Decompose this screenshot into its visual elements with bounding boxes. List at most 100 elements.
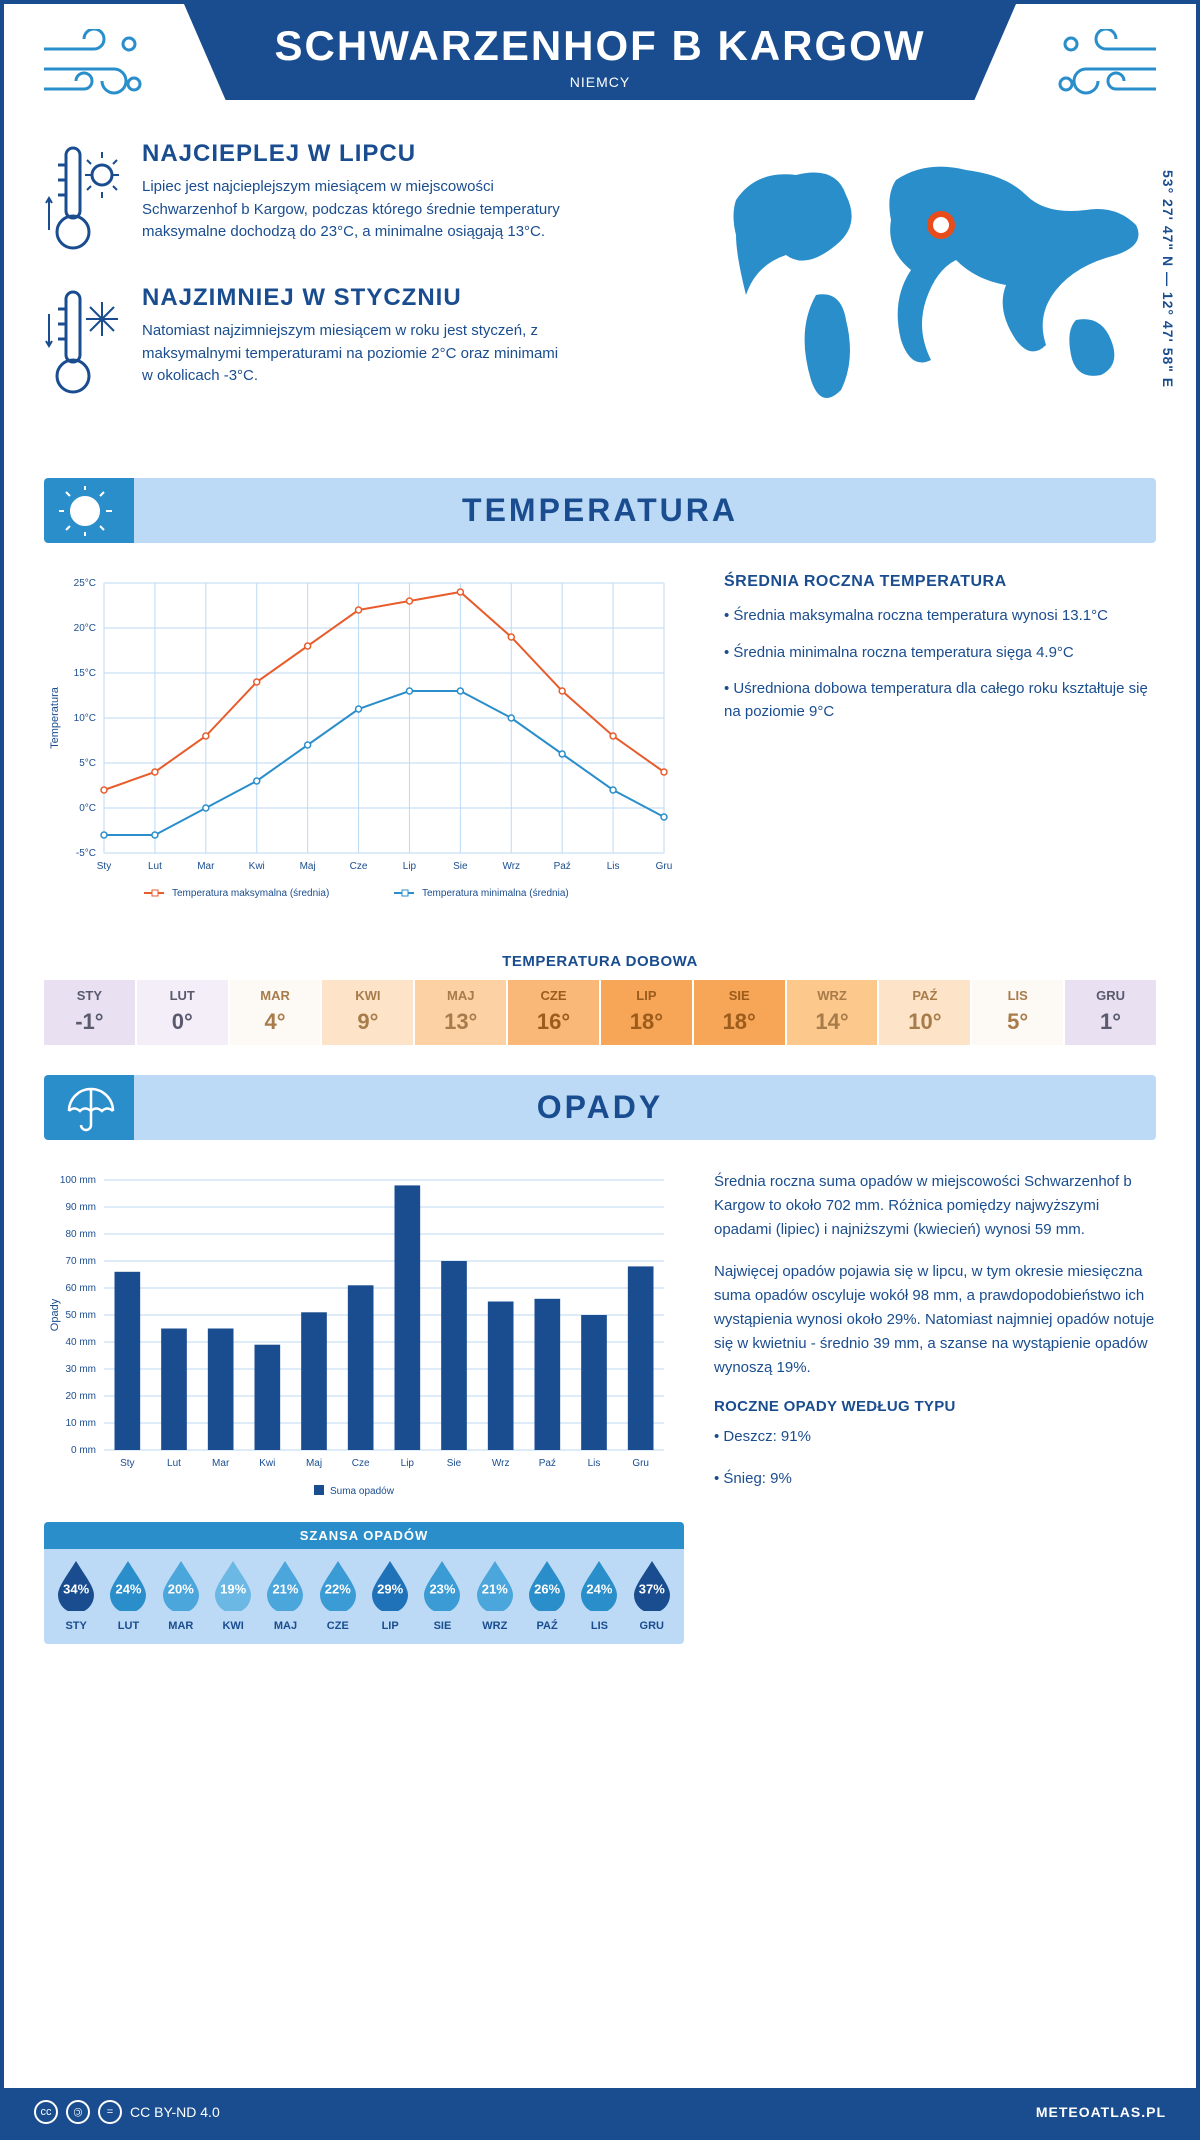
svg-text:Suma opadów: Suma opadów [330,1486,395,1497]
world-map: 53° 27' 47" N — 12° 47' 58" E [696,140,1156,428]
svg-text:Mar: Mar [212,1458,230,1469]
daily-cell: KWI9° [322,980,413,1045]
precipitation-chart: 0 mm10 mm20 mm30 mm40 mm50 mm60 mm70 mm8… [44,1170,684,1510]
chance-item: 24% LUT [102,1559,154,1632]
chance-item: 22% CZE [312,1559,364,1632]
daily-cell: CZE16° [508,980,599,1045]
header-banner: SCHWARZENHOF B KARGOW NIEMCY [184,4,1016,100]
intro-text-column: NAJCIEPLEJ W LIPCU Lipiec jest najcieple… [44,140,666,428]
svg-text:15°C: 15°C [74,668,96,679]
prec-type-0: • Deszcz: 91% [714,1425,1156,1449]
wind-icon-right [1046,29,1166,109]
temp-info-heading: ŚREDNIA ROCZNA TEMPERATURA [724,573,1156,591]
prec-type-heading: ROCZNE OPADY WEDŁUG TYPU [714,1398,1156,1415]
svg-text:Maj: Maj [306,1458,322,1469]
chance-item: 19% KWI [207,1559,259,1632]
svg-text:Temperatura: Temperatura [49,686,61,749]
svg-text:Gru: Gru [632,1458,649,1469]
daily-cell: GRU1° [1065,980,1156,1045]
precipitation-left-column: 0 mm10 mm20 mm30 mm40 mm50 mm60 mm70 mm8… [44,1170,684,1656]
temperature-title: TEMPERATURA [44,492,1156,529]
by-icon: 🄯 [66,2100,90,2124]
nd-icon: = [98,2100,122,2124]
cc-icon: cc [34,2100,58,2124]
chance-box: SZANSA OPADÓW 34% STY 24% LUT 20% MAR 19… [44,1522,684,1644]
thermometer-hot-icon [44,140,124,260]
cold-block: NAJZIMNIEJ W STYCZNIU Natomiast najzimni… [44,284,666,404]
temp-bullet-0: • Średnia maksymalna roczna temperatura … [724,605,1156,628]
svg-text:Paź: Paź [539,1458,556,1469]
daily-cell: STY-1° [44,980,135,1045]
svg-text:Kwi: Kwi [259,1458,275,1469]
precipitation-header: OPADY [44,1075,1156,1140]
svg-text:Sty: Sty [97,861,111,872]
chance-item: 29% LIP [364,1559,416,1632]
svg-text:Maj: Maj [300,861,316,872]
cold-text: Natomiast najzimniejszym miesiącem w rok… [142,320,562,388]
thermometer-cold-icon [44,284,124,404]
svg-text:Temperatura minimalna (średnia: Temperatura minimalna (średnia) [422,888,569,899]
svg-text:Sie: Sie [453,861,468,872]
svg-text:40 mm: 40 mm [65,1337,96,1348]
license-text: CC BY-ND 4.0 [130,2104,220,2120]
chance-item: 21% MAJ [259,1559,311,1632]
svg-text:Sty: Sty [120,1458,134,1469]
svg-text:100 mm: 100 mm [60,1175,96,1186]
daily-cell: MAJ13° [415,980,506,1045]
license-block: cc 🄯 = CC BY-ND 4.0 [34,2100,220,2124]
chance-item: 24% LIS [573,1559,625,1632]
chance-item: 20% MAR [155,1559,207,1632]
daily-cell: LIP18° [601,980,692,1045]
hot-title: NAJCIEPLEJ W LIPCU [142,140,562,168]
hot-block: NAJCIEPLEJ W LIPCU Lipiec jest najcieple… [44,140,666,260]
chance-item: 21% WRZ [469,1559,521,1632]
svg-text:20 mm: 20 mm [65,1391,96,1402]
svg-text:90 mm: 90 mm [65,1202,96,1213]
svg-text:Wrz: Wrz [492,1458,510,1469]
temperature-body: -5°C0°C5°C10°C15°C20°C25°CStyLutMarKwiMa… [4,563,1196,933]
prec-type-1: • Śnieg: 9% [714,1467,1156,1491]
temperature-info: ŚREDNIA ROCZNA TEMPERATURA • Średnia mak… [724,573,1156,913]
svg-text:Kwi: Kwi [249,861,265,872]
svg-text:Temperatura maksymalna (średni: Temperatura maksymalna (średnia) [172,888,329,899]
svg-text:5°C: 5°C [79,758,96,769]
chance-item: 26% PAŹ [521,1559,573,1632]
site-name: METEOATLAS.PL [1036,2104,1166,2120]
svg-text:Lip: Lip [401,1458,415,1469]
temperature-header: TEMPERATURA [44,478,1156,543]
precipitation-info: Średnia roczna suma opadów w miejscowośc… [714,1170,1156,1656]
precipitation-body: 0 mm10 mm20 mm30 mm40 mm50 mm60 mm70 mm8… [4,1160,1196,1676]
daily-cell: MAR4° [230,980,321,1045]
svg-text:Mar: Mar [197,861,215,872]
umbrella-icon [44,1075,134,1140]
svg-text:Cze: Cze [352,1458,370,1469]
svg-text:Gru: Gru [656,861,673,872]
svg-text:Wrz: Wrz [502,861,520,872]
svg-text:Paź: Paź [554,861,571,872]
chance-item: 34% STY [50,1559,102,1632]
temp-bullet-1: • Średnia minimalna roczna temperatura s… [724,642,1156,665]
svg-text:10 mm: 10 mm [65,1418,96,1429]
svg-text:Sie: Sie [447,1458,462,1469]
svg-text:-5°C: -5°C [76,848,96,859]
daily-cell: SIE18° [694,980,785,1045]
precipitation-title: OPADY [44,1089,1156,1126]
svg-text:Lut: Lut [167,1458,181,1469]
svg-text:0 mm: 0 mm [71,1445,96,1456]
svg-text:0°C: 0°C [79,803,96,814]
svg-text:Lut: Lut [148,861,162,872]
page-title: SCHWARZENHOF B KARGOW [184,22,1016,70]
daily-cell: PAŹ10° [879,980,970,1045]
svg-text:Lip: Lip [403,861,417,872]
svg-text:10°C: 10°C [74,713,96,724]
svg-text:50 mm: 50 mm [65,1310,96,1321]
svg-text:Cze: Cze [350,861,368,872]
prec-p2: Najwięcej opadów pojawia się w lipcu, w … [714,1260,1156,1380]
cold-title: NAJZIMNIEJ W STYCZNIU [142,284,562,312]
chance-row: 34% STY 24% LUT 20% MAR 19% KWI 21% MAJ [44,1549,684,1632]
page: SCHWARZENHOF B KARGOW NIEMCY [0,0,1200,2140]
footer: cc 🄯 = CC BY-ND 4.0 METEOATLAS.PL [4,2088,1196,2136]
intro-section: NAJCIEPLEJ W LIPCU Lipiec jest najcieple… [4,130,1196,458]
sun-icon [44,478,134,543]
daily-temp-title: TEMPERATURA DOBOWA [4,953,1196,970]
